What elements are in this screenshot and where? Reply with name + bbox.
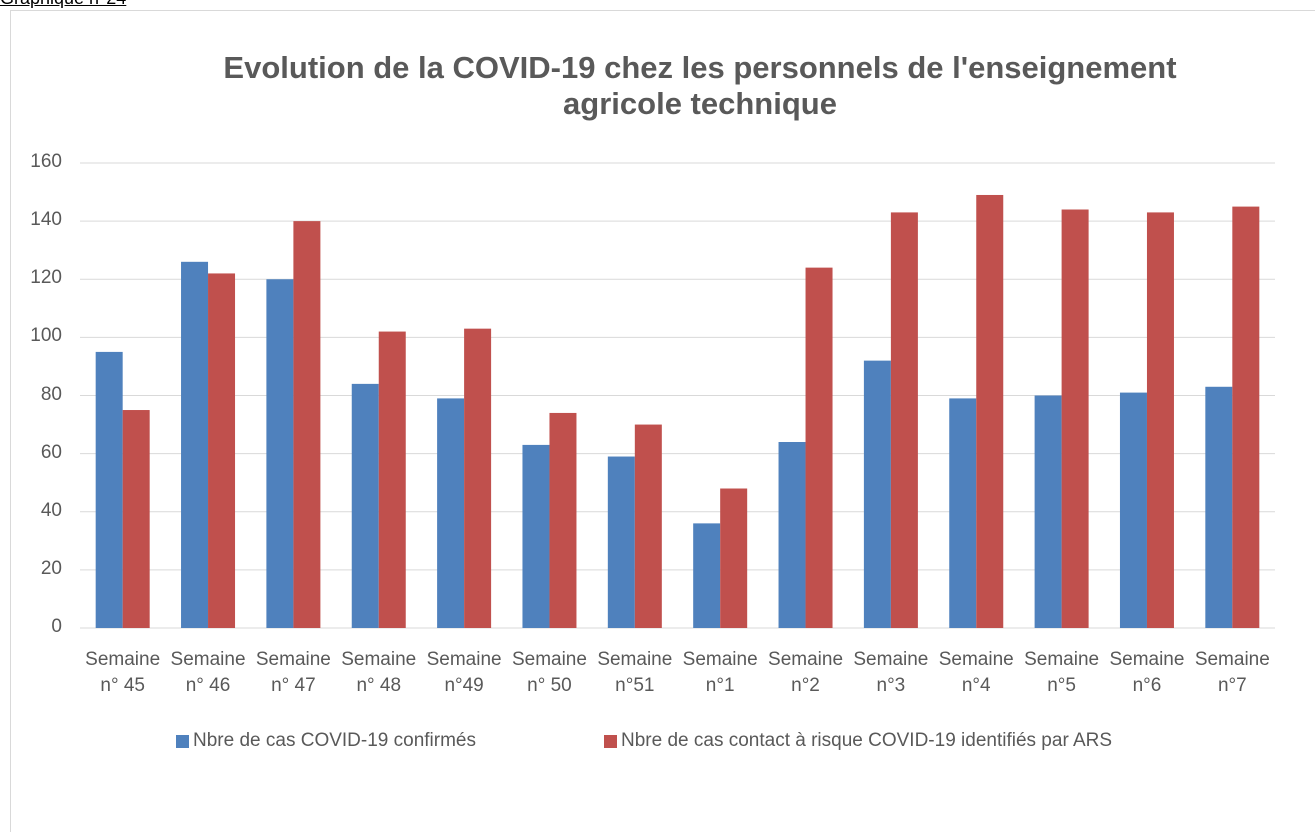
bar: [693, 523, 721, 628]
bar: [1061, 209, 1089, 628]
bar: [549, 412, 577, 628]
bar: [634, 424, 662, 628]
legend-swatch: [604, 735, 617, 748]
x-tick-label: Semaine n°5: [1024, 649, 1100, 696]
x-tick-label: Semaine n°4: [938, 649, 1014, 696]
x-tick-label: Semaine n°3: [853, 649, 929, 696]
x-tick-label: Semaine n° 45: [85, 649, 161, 696]
x-tick-label: Semaine n°51: [597, 649, 673, 696]
bar: [293, 221, 321, 628]
bar: [949, 398, 977, 628]
bar: [863, 360, 891, 628]
legend-swatch: [176, 735, 189, 748]
bar: [95, 351, 123, 628]
bar: [437, 398, 465, 628]
y-tick-label: 100: [30, 325, 62, 347]
bar: [1146, 212, 1174, 628]
bar: [266, 279, 294, 628]
x-tick-label: Semaine n° 50: [511, 649, 587, 696]
bar: [720, 488, 748, 628]
bar: [890, 212, 918, 628]
bar: [522, 444, 550, 628]
caption: Graphique n°24: [0, 0, 126, 9]
bar: [778, 442, 806, 628]
bar: [1119, 392, 1147, 628]
x-tick-label: Semaine n°1: [682, 649, 758, 696]
legend-label: Nbre de cas contact à risque COVID-19 id…: [621, 730, 1113, 751]
bar: [464, 328, 492, 628]
y-tick-label: 40: [40, 499, 62, 521]
bar: [607, 456, 635, 628]
x-tick-label: Semaine n° 48: [341, 649, 417, 696]
x-tick-label: Semaine n°2: [768, 649, 844, 696]
y-tick-label: 0: [51, 616, 62, 637]
y-tick-label: 160: [30, 151, 62, 172]
bar: [1205, 386, 1233, 628]
bar: [208, 273, 236, 628]
x-tick-label: Semaine n° 47: [255, 649, 331, 696]
bar: [1232, 206, 1260, 628]
chart-frame: [10, 10, 1315, 832]
bar: [378, 331, 406, 628]
bar: [805, 267, 833, 628]
x-tick-label: Semaine n°49: [426, 649, 502, 696]
x-tick-label: Semaine n°6: [1109, 649, 1185, 696]
chart-title: Evolution de la COVID-19 chez les person…: [223, 50, 1177, 121]
bar: [1034, 395, 1062, 628]
bar: [351, 383, 379, 628]
y-tick-label: 140: [30, 209, 62, 231]
y-tick-label: 20: [40, 557, 62, 579]
legend-label: Nbre de cas COVID-19 confirmés: [193, 730, 476, 751]
bar: [122, 410, 150, 628]
y-tick-label: 80: [40, 383, 62, 405]
y-tick-label: 120: [30, 267, 62, 289]
y-tick-label: 60: [40, 441, 62, 463]
bar: [976, 194, 1004, 628]
x-tick-label: Semaine n°7: [1194, 649, 1270, 696]
bar: [181, 261, 209, 628]
x-tick-label: Semaine n° 46: [170, 649, 246, 696]
